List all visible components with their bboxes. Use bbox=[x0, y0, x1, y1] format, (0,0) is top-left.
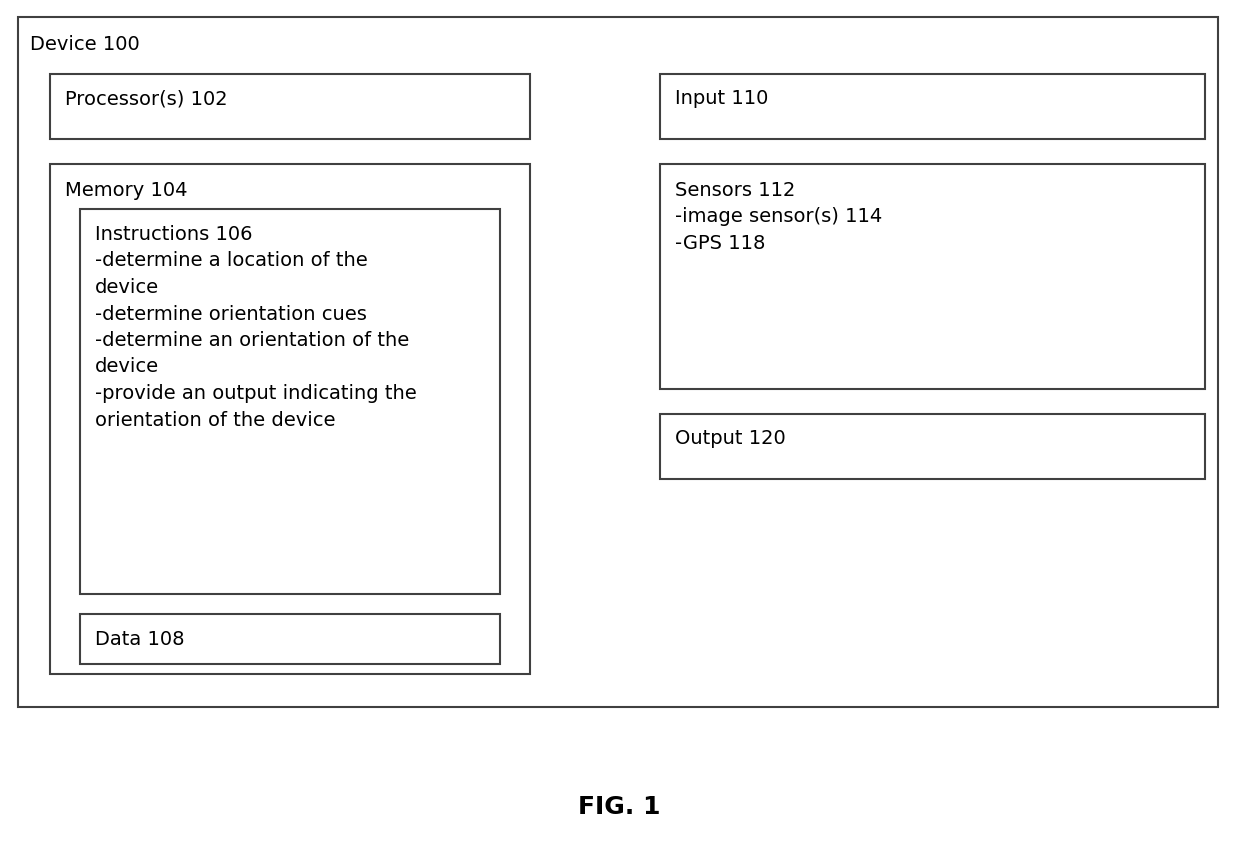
Bar bbox=[660, 164, 1206, 389]
Bar bbox=[50, 75, 530, 139]
Bar bbox=[81, 614, 501, 664]
Text: Device 100: Device 100 bbox=[30, 35, 140, 54]
Bar bbox=[660, 75, 1206, 139]
Text: Output 120: Output 120 bbox=[675, 429, 786, 448]
Text: Input 110: Input 110 bbox=[675, 89, 768, 108]
Bar bbox=[19, 18, 1218, 707]
Text: FIG. 1: FIG. 1 bbox=[579, 794, 660, 818]
Bar bbox=[50, 164, 530, 674]
Bar bbox=[660, 414, 1206, 480]
Text: Instructions 106
-determine a location of the
device
-determine orientation cues: Instructions 106 -determine a location o… bbox=[95, 225, 416, 429]
Text: Memory 104: Memory 104 bbox=[64, 181, 187, 200]
Text: Sensors 112
-image sensor(s) 114
-GPS 118: Sensors 112 -image sensor(s) 114 -GPS 11… bbox=[675, 181, 882, 253]
Text: Processor(s) 102: Processor(s) 102 bbox=[64, 89, 228, 108]
Text: Data 108: Data 108 bbox=[95, 629, 185, 648]
Bar bbox=[81, 210, 501, 594]
